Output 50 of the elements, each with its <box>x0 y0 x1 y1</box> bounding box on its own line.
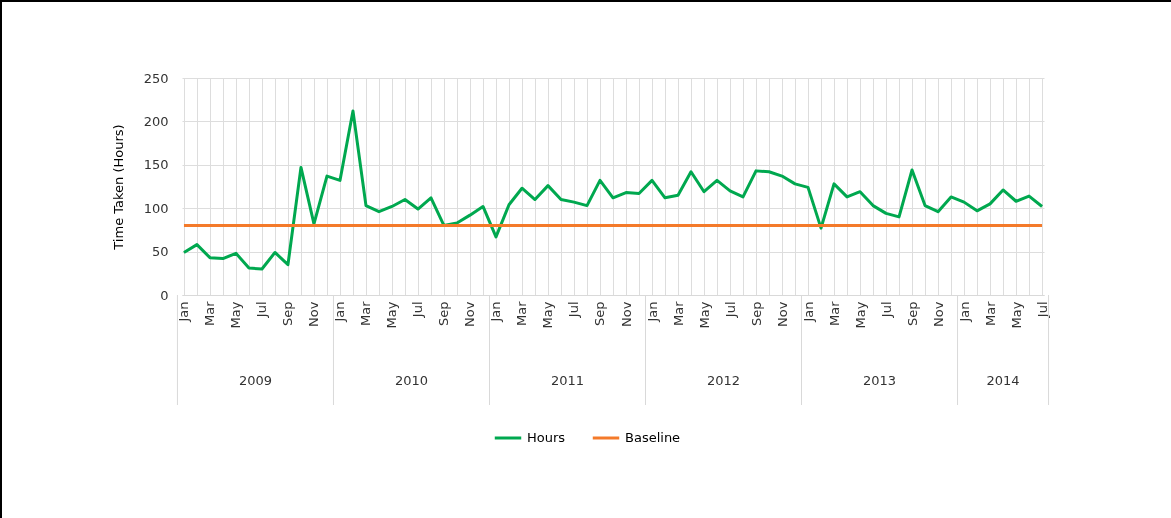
x-tick-label: May <box>696 301 712 329</box>
legend-label: Hours <box>527 430 566 445</box>
y-tick-label: 200 <box>143 113 169 129</box>
x-tick-label: Jan <box>176 301 192 323</box>
x-tick-label: Jul <box>878 301 894 319</box>
x-tick-label: Jan <box>644 301 660 323</box>
text: 2011 <box>550 373 585 388</box>
x-tick-label: May <box>228 301 244 329</box>
x-tick-label: Nov <box>618 301 634 327</box>
x-tick-label: Jul <box>410 301 426 319</box>
x-tick-label: Mar <box>670 300 686 327</box>
x-tick-label: Mar <box>982 300 998 327</box>
x-tick-label: Sep <box>748 301 764 327</box>
x-tick-label: Sep <box>280 301 296 327</box>
line-series <box>182 109 1044 271</box>
y-axis-title: Time Taken (Hours) <box>110 124 126 251</box>
text: 2012 <box>706 373 741 388</box>
x-tick-label: Sep <box>904 301 920 327</box>
x-tick-label: May <box>852 301 868 329</box>
x-tick-label: May <box>540 301 556 329</box>
x-tick-label: Sep <box>436 301 452 327</box>
x-tick-label: May <box>384 301 400 329</box>
x-tick-label: Jul <box>722 301 738 319</box>
x-tick-label: Mar <box>514 300 530 327</box>
text: 2014 <box>986 373 1020 388</box>
x-tick-label: Jan <box>332 301 348 323</box>
y-tick-label: 0 <box>160 287 169 303</box>
legend-label: Baseline <box>625 430 681 445</box>
x-tick-label: Jul <box>254 301 270 319</box>
x-tick-label: Jul <box>566 301 582 319</box>
x-tick-label: Nov <box>930 301 946 327</box>
x-tick-label: Mar <box>202 300 218 327</box>
text: 2013 <box>862 373 897 388</box>
x-tick-label: Jan <box>956 301 972 323</box>
y-tick-label: 50 <box>151 244 169 260</box>
x-tick-label: Nov <box>462 301 478 327</box>
x-tick-label: Jan <box>488 301 504 323</box>
x-tick-label: Jul <box>1034 301 1050 319</box>
x-tick-label: Nov <box>306 301 322 327</box>
x-tick-label: Sep <box>592 301 608 327</box>
text: 2009 <box>238 373 273 388</box>
x-tick-label: Nov <box>774 301 790 327</box>
y-tick-label: 250 <box>143 70 169 86</box>
y-tick-label: 150 <box>143 157 169 173</box>
x-tick-label: May <box>1008 301 1024 329</box>
text: 2010 <box>394 373 429 388</box>
y-tick-label: 100 <box>143 200 169 216</box>
x-tick-label: Mar <box>826 300 842 327</box>
x-tick-label: Jan <box>800 301 816 323</box>
x-tick-label: Mar <box>358 300 374 327</box>
